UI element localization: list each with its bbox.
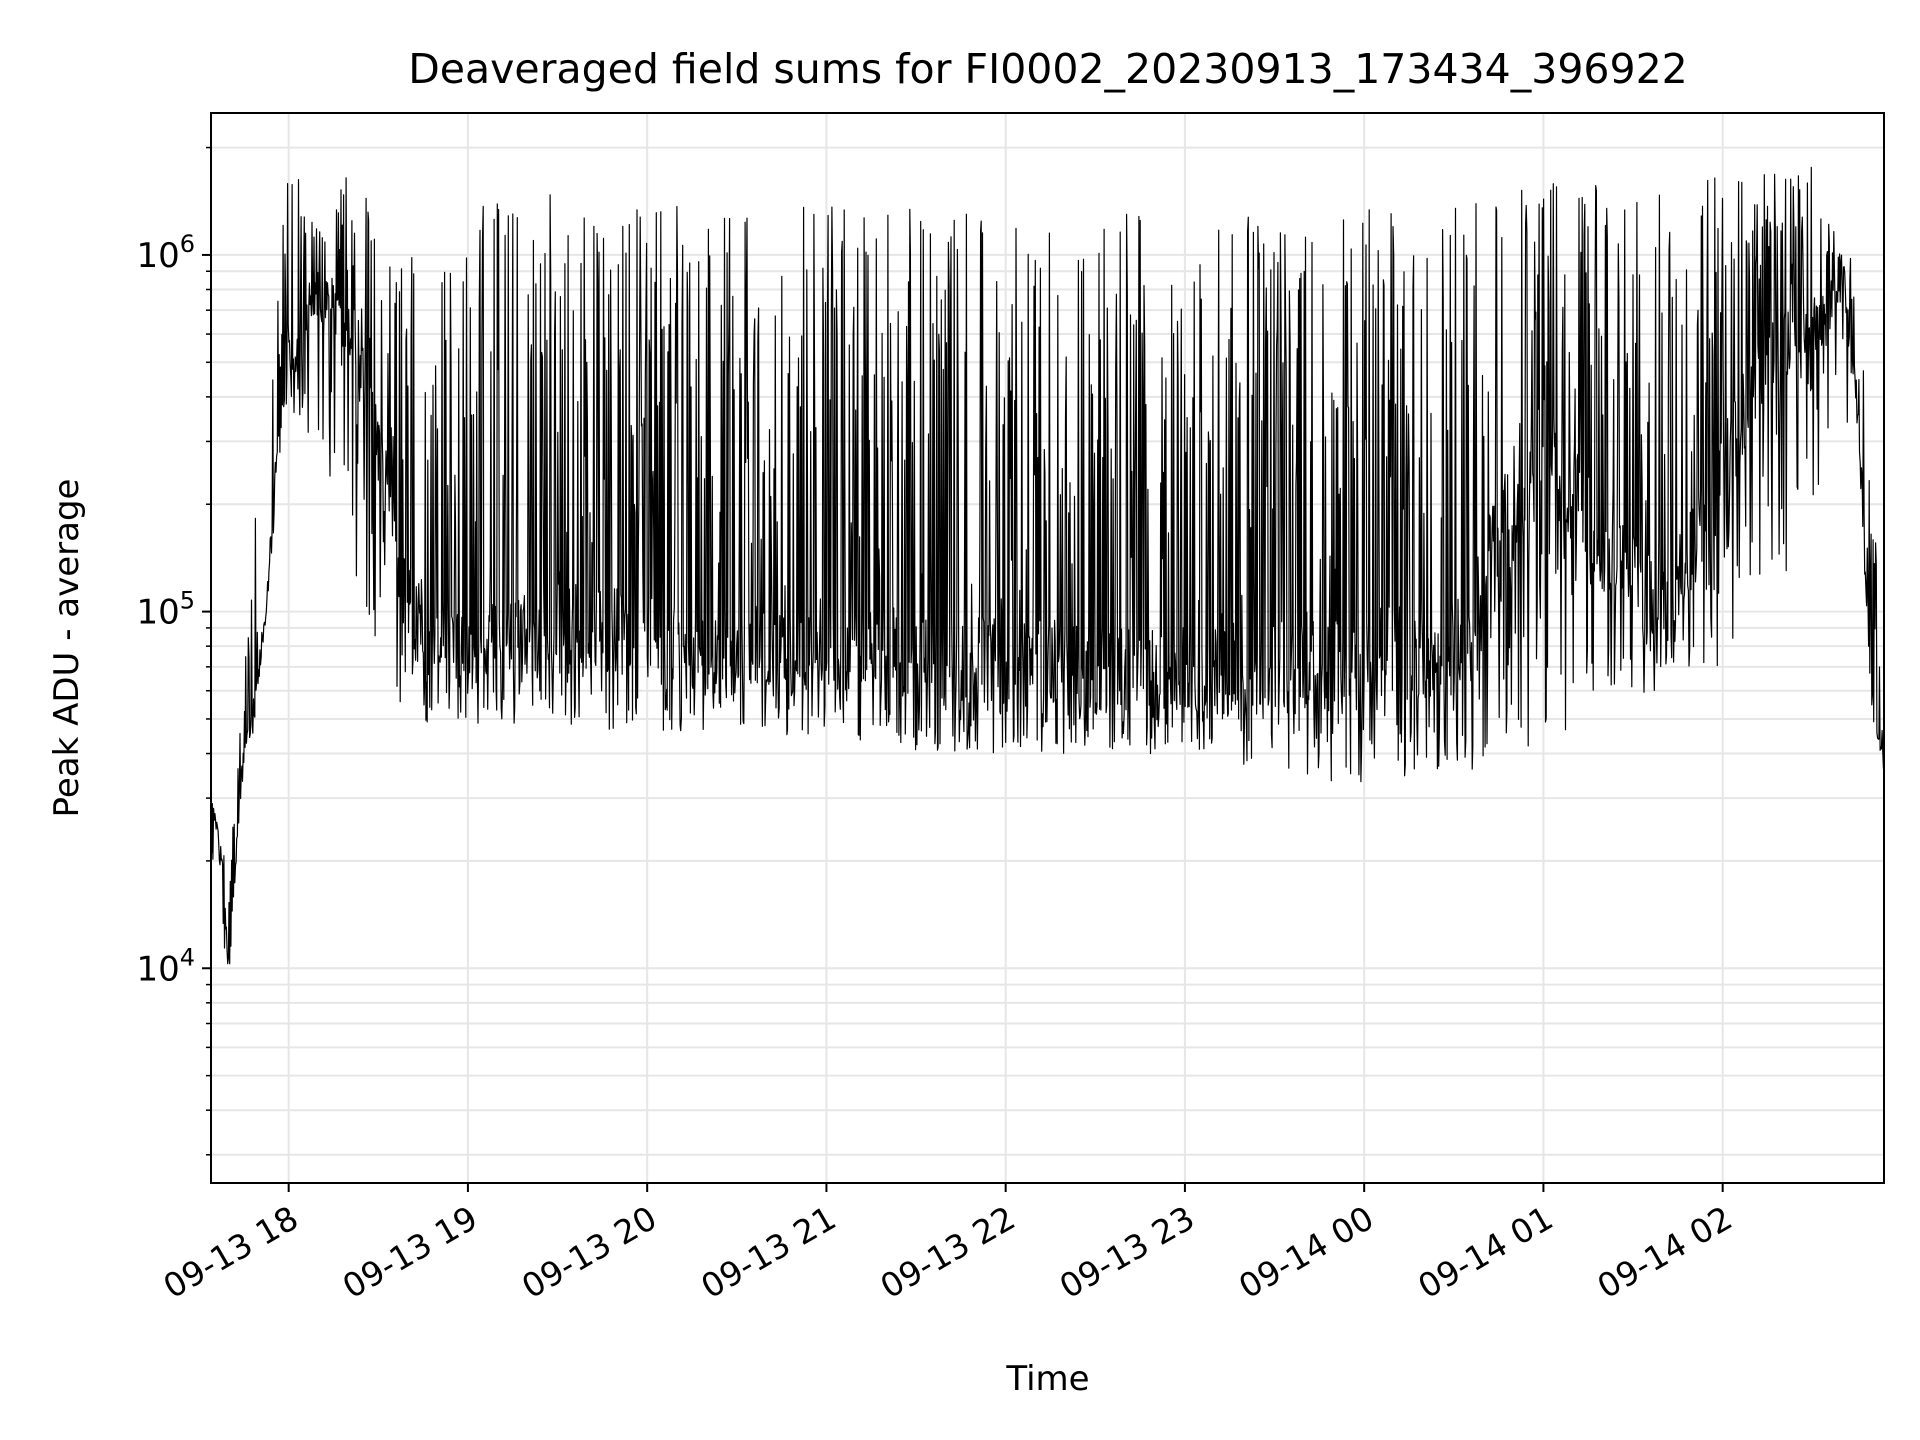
- data-layer: [210, 166, 1885, 965]
- y-tick-label: 106: [136, 230, 195, 276]
- x-axis-label: Time: [1005, 1359, 1089, 1399]
- chart-title: Deaveraged field sums for FI0002_2023091…: [408, 45, 1688, 93]
- plot-frame: [210, 112, 1885, 1184]
- y-tick-label: 104: [136, 943, 195, 989]
- series-line: [210, 166, 1885, 965]
- y-tick-label: 105: [136, 587, 195, 633]
- y-axis-label: Peak ADU - average: [47, 479, 87, 818]
- y-axis: 104 105 106: [136, 146, 211, 1156]
